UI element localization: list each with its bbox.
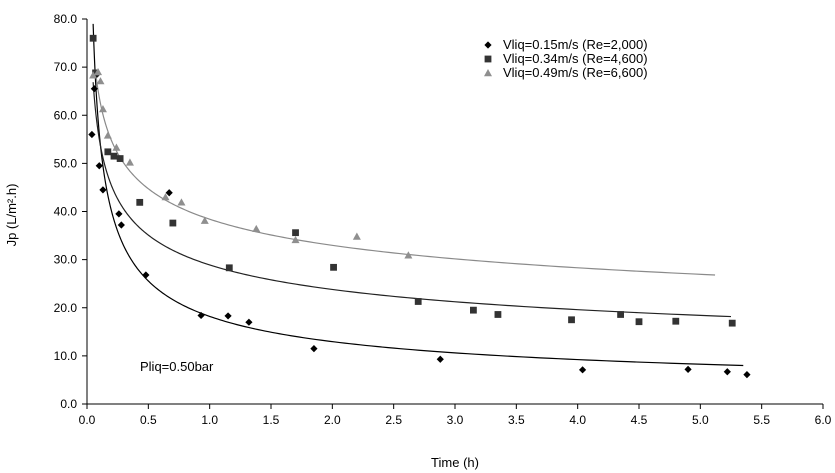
x-tick-label: 3.5 <box>508 413 525 427</box>
legend-marker-3 <box>484 69 492 77</box>
legend: Vliq=0.15m/s (Re=2,000)Vliq=0.34m/s (Re=… <box>484 37 648 80</box>
data-point-series-1 <box>165 189 173 197</box>
y-tick-label: 0.0 <box>60 397 77 411</box>
x-tick-label: 0.5 <box>140 413 157 427</box>
data-point-series-1 <box>95 162 103 170</box>
data-point-series-3 <box>98 104 107 113</box>
x-tick-label: 4.5 <box>631 413 648 427</box>
data-point-series-1 <box>90 85 98 93</box>
x-axis-title: Time (h) <box>431 455 479 470</box>
data-point-series-1 <box>197 311 205 320</box>
data-point-series-1 <box>684 365 692 373</box>
axes <box>82 18 824 409</box>
data-point-series-2 <box>617 311 624 318</box>
fit-lines <box>92 23 744 367</box>
data-point-series-2 <box>728 319 736 327</box>
data-point-series-1 <box>578 366 587 374</box>
data-point-series-2 <box>470 306 477 314</box>
y-axis-title: Jp (L/m².h) <box>4 184 19 247</box>
data-point-series-3 <box>291 235 300 244</box>
data-point-series-2 <box>89 34 97 42</box>
data-point-series-1 <box>142 271 150 279</box>
data-point-series-3 <box>161 193 170 201</box>
x-tick-label: 1.0 <box>201 413 218 427</box>
y-tick-label: 10.0 <box>54 349 78 363</box>
data-point-series-3 <box>112 143 121 151</box>
data-point-series-1 <box>743 371 751 379</box>
data-point-series-3 <box>96 77 105 85</box>
x-tick-label: 0.0 <box>79 413 96 427</box>
data-point-series-1 <box>115 210 123 218</box>
data-point-series-1 <box>117 221 125 229</box>
legend-label-2: Vliq=0.34m/s (Re=4,600) <box>503 51 648 66</box>
x-tick-label: 5.0 <box>692 413 709 427</box>
data-point-series-1 <box>99 186 107 194</box>
legend-marker-1 <box>484 41 492 49</box>
data-point-series-3 <box>94 67 103 76</box>
data-point-series-3 <box>125 158 134 166</box>
x-tick-label: 4.0 <box>569 413 586 427</box>
y-tick-label: 60.0 <box>54 108 78 122</box>
legend-label-1: Vliq=0.15m/s (Re=2,000) <box>503 37 648 52</box>
data-point-series-2 <box>292 229 299 237</box>
legend-label-3: Vliq=0.49m/s (Re=6,600) <box>503 65 648 80</box>
data-point-series-3 <box>252 224 261 233</box>
data-point-series-1 <box>88 130 96 139</box>
data-point-series-3 <box>89 71 98 79</box>
legend-marker-2 <box>484 55 492 63</box>
data-point-series-3 <box>200 216 209 224</box>
data-point-series-2 <box>568 316 575 324</box>
data-point-series-1 <box>436 355 444 363</box>
x-tick-label: 3.0 <box>447 413 464 427</box>
x-tick-label: 1.5 <box>263 413 280 427</box>
data-point-series-3 <box>352 232 361 240</box>
data-point-series-1 <box>310 345 318 353</box>
data-point-series-3 <box>177 198 186 206</box>
data-point-series-2 <box>169 219 177 227</box>
tick-labels: 0.0 0.5 1.0 1.5 2.0 2.5 3.0 3.5 4.0 4.5 5.0 5.5 6.0 0… <box>54 12 832 427</box>
data-point-series-2 <box>225 264 233 272</box>
data-point-series-1 <box>224 312 232 320</box>
pressure-annotation: Pliq=0.50bar <box>140 359 214 374</box>
y-tick-label: 50.0 <box>54 156 78 170</box>
data-point-series-2 <box>110 152 118 160</box>
data-point-series-1 <box>245 318 253 326</box>
data-point-series-2 <box>136 198 144 206</box>
x-tick-label: 6.0 <box>815 413 832 427</box>
y-tick-label: 20.0 <box>54 301 78 315</box>
fit-line-3 <box>94 72 716 276</box>
data-point-series-2 <box>104 148 112 156</box>
data-point-series-2 <box>330 263 337 271</box>
x-tick-label: 2.0 <box>324 413 341 427</box>
data-points <box>88 34 751 379</box>
y-tick-label: 40.0 <box>54 205 78 219</box>
data-point-series-3 <box>103 131 112 139</box>
data-point-series-3 <box>404 251 413 259</box>
data-point-series-2 <box>635 318 643 326</box>
data-point-series-2 <box>414 298 422 305</box>
y-tick-label: 30.0 <box>54 253 78 267</box>
data-point-series-1 <box>723 368 731 376</box>
y-tick-label: 80.0 <box>54 12 78 26</box>
y-tick-label: 70.0 <box>54 60 78 74</box>
x-tick-label: 2.5 <box>385 413 402 427</box>
data-point-series-2 <box>672 317 680 325</box>
data-point-series-2 <box>494 311 502 318</box>
fit-line-2 <box>92 82 732 318</box>
data-point-series-2 <box>116 155 124 162</box>
x-tick-label: 5.5 <box>753 413 770 427</box>
